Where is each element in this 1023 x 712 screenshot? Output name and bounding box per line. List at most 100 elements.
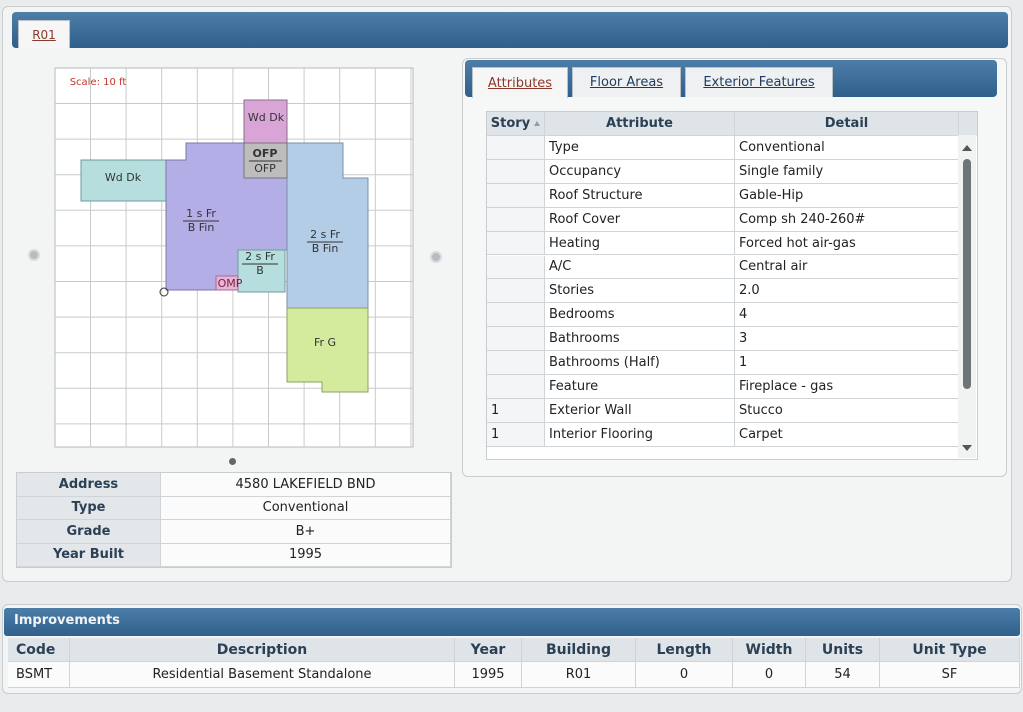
improvement-cell: R01	[522, 662, 636, 688]
column-header: Code	[8, 638, 70, 662]
attributes-tab[interactable]: Attributes	[472, 67, 568, 98]
attribute-story	[487, 183, 545, 208]
attribute-story	[487, 136, 545, 160]
attribute-detail: Forced hot air-gas	[735, 231, 959, 256]
column-header: Length	[636, 638, 733, 662]
attribute-story: 1	[487, 422, 545, 447]
scrollbar[interactable]	[958, 135, 976, 458]
sketch: Scale: 10 ft Wd Dk OFP OFP Wd Dk 1 s Fr …	[54, 67, 414, 448]
improvement-cell: 54	[806, 662, 880, 688]
attribute-detail: Gable-Hip	[735, 183, 959, 208]
attribute-attribute: Feature	[545, 375, 735, 399]
attribute-story	[487, 303, 545, 328]
summary-label: Address	[17, 473, 161, 497]
attribute-story	[487, 327, 545, 352]
attribute-attribute: Interior Flooring	[545, 422, 735, 447]
improvements-header	[4, 608, 1020, 636]
room	[286, 307, 369, 393]
improvement-cell: Residential Basement Standalone	[70, 662, 455, 688]
attribute-detail: Comp sh 240-260#	[735, 207, 959, 232]
summary-table: Address 4580 LAKEFIELD BND Type Conventiona…	[16, 472, 452, 568]
column-header: Description	[70, 638, 455, 662]
prev-arrow[interactable]	[28, 249, 40, 261]
room-label: OMP	[218, 277, 243, 290]
scale-label: Scale: 10 ft	[70, 77, 127, 88]
scroll-down[interactable]	[962, 445, 972, 451]
attributes-table: Story Attribute Detail Type Conventional Occu…	[486, 111, 978, 460]
attribute-detail: 2.0	[735, 279, 959, 304]
attribute-detail: Central air	[735, 255, 959, 280]
room	[215, 275, 239, 291]
attribute-attribute: Roof Cover	[545, 207, 735, 232]
next-arrow[interactable]	[430, 251, 442, 263]
summary-value: 4580 LAKEFIELD BND	[161, 473, 451, 497]
room-label: B	[256, 264, 264, 277]
improvements-table: Code Description Year Building Length Width Un…	[8, 638, 1020, 688]
room	[237, 249, 286, 293]
attribute-detail: 4	[735, 303, 959, 328]
improvement-cell: SF	[880, 662, 1020, 688]
column-header: Unit Type	[880, 638, 1020, 662]
attribute-attribute: Heating	[545, 231, 735, 256]
attribute-story: 1	[487, 398, 545, 423]
column-header: Story	[487, 112, 545, 136]
attribute-attribute: Bathrooms	[545, 327, 735, 352]
attribute-detail: Stucco	[735, 398, 959, 423]
attribute-attribute: Bedrooms	[545, 303, 735, 328]
column-header: Detail	[735, 112, 959, 136]
page-dot[interactable]	[229, 458, 236, 465]
sort-icon[interactable]	[534, 121, 541, 126]
column-header: Year	[455, 638, 522, 662]
attribute-story	[487, 159, 545, 184]
marker	[159, 287, 169, 297]
room-label: 2 s Fr	[310, 228, 340, 241]
attribute-story	[487, 255, 545, 280]
attribute-attribute: Exterior Wall	[545, 398, 735, 423]
attribute-story	[487, 207, 545, 232]
scroll-thumb[interactable]	[963, 159, 971, 389]
attribute-detail: 1	[735, 351, 959, 375]
attribute-story	[487, 351, 545, 375]
improvement-cell: 0	[636, 662, 733, 688]
attribute-detail: Conventional	[735, 136, 959, 160]
header-filler	[959, 112, 977, 136]
room-label: OFP	[253, 147, 278, 160]
attribute-attribute: Type	[545, 136, 735, 160]
attribute-story	[487, 231, 545, 256]
attribute-attribute: A/C	[545, 255, 735, 280]
improvements-title: Improvements	[14, 613, 120, 628]
summary-value: 1995	[161, 543, 451, 567]
improvement-cell: BSMT	[8, 662, 70, 688]
attribute-detail: 3	[735, 327, 959, 352]
summary-label: Grade	[17, 520, 161, 544]
summary-label: Year Built	[17, 543, 161, 567]
room-label: 1 s Fr	[186, 207, 216, 220]
room-label: B Fin	[188, 221, 215, 234]
column-header: Building	[522, 638, 636, 662]
attribute-detail: Single family	[735, 159, 959, 184]
improvement-cell: 0	[733, 662, 806, 688]
attribute-detail: Carpet	[735, 422, 959, 447]
attribute-story	[487, 375, 545, 399]
room-label: 2 s Fr	[245, 250, 275, 263]
exterior-features-tab[interactable]: Exterior Features	[685, 67, 833, 97]
column-header: Units	[806, 638, 880, 662]
attribute-attribute: Occupancy	[545, 159, 735, 184]
attribute-attribute: Bathrooms (Half)	[545, 351, 735, 375]
scroll-up[interactable]	[962, 145, 972, 151]
attribute-attribute: Roof Structure	[545, 183, 735, 208]
room-label: Fr G	[314, 336, 336, 349]
floor-areas-tab[interactable]: Floor Areas	[572, 67, 681, 97]
column-header: Width	[733, 638, 806, 662]
building-header	[12, 12, 1008, 48]
summary-value: B+	[161, 520, 451, 544]
attribute-attribute: Stories	[545, 279, 735, 304]
room-label: Wd Dk	[105, 171, 142, 184]
room-label: Wd Dk	[248, 111, 285, 124]
summary-value: Conventional	[161, 496, 451, 520]
room-label: OFP	[254, 162, 276, 175]
building-tab[interactable]: R01	[18, 20, 70, 48]
summary-label: Type	[17, 496, 161, 520]
attribute-detail: Fireplace - gas	[735, 375, 959, 399]
